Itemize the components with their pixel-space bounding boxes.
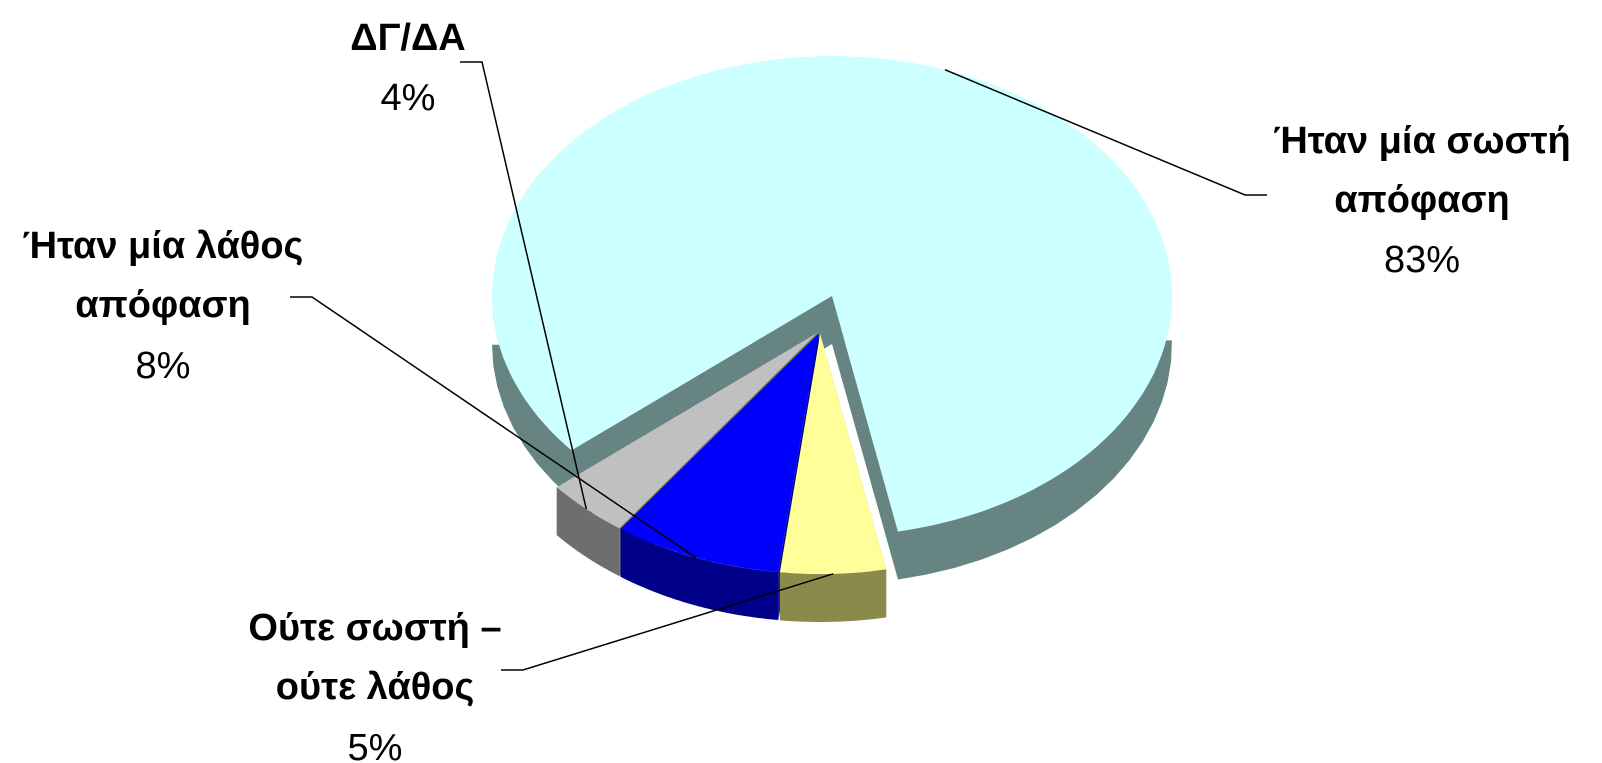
slice-wall-correct-1	[832, 296, 898, 580]
slice-rim-dkna	[556, 487, 620, 577]
slice-percent-wrong: 8%	[136, 345, 191, 387]
leader-line-wrong	[290, 296, 697, 559]
leader-line-neither	[501, 573, 834, 671]
slice-correct	[491, 56, 1172, 532]
slice-label-correct-line2: απόφαση	[1334, 179, 1509, 221]
slice-percent-correct: 83%	[1384, 239, 1460, 281]
slice-label-wrong-line2: απόφαση	[75, 284, 250, 326]
slice-rim-correct	[492, 292, 1172, 580]
slice-neither	[779, 334, 887, 574]
pie-tops	[491, 56, 1172, 574]
slice-percent-dkna: 4%	[381, 77, 436, 119]
slice-dkna	[556, 332, 818, 529]
slice-rim-wrong	[620, 528, 779, 620]
slice-wrong	[620, 333, 819, 572]
slice-rim-neither	[779, 569, 887, 622]
leader-line-correct	[944, 69, 1267, 196]
slice-label-dkna: ΔΓ/ΔΑ	[350, 17, 465, 59]
slice-label-wrong-line1: Ήταν μία λάθος	[23, 225, 304, 267]
slice-label-neither-line2: ούτε λάθος	[276, 666, 474, 708]
slice-label-correct-line1: Ήταν μία σωστή	[1273, 120, 1570, 162]
leader-lines	[290, 61, 1267, 671]
leader-line-dkna	[460, 61, 588, 510]
slice-percent-neither: 5%	[348, 727, 403, 763]
slice-label-neither-line1: Ούτε σωστή –	[248, 607, 501, 649]
